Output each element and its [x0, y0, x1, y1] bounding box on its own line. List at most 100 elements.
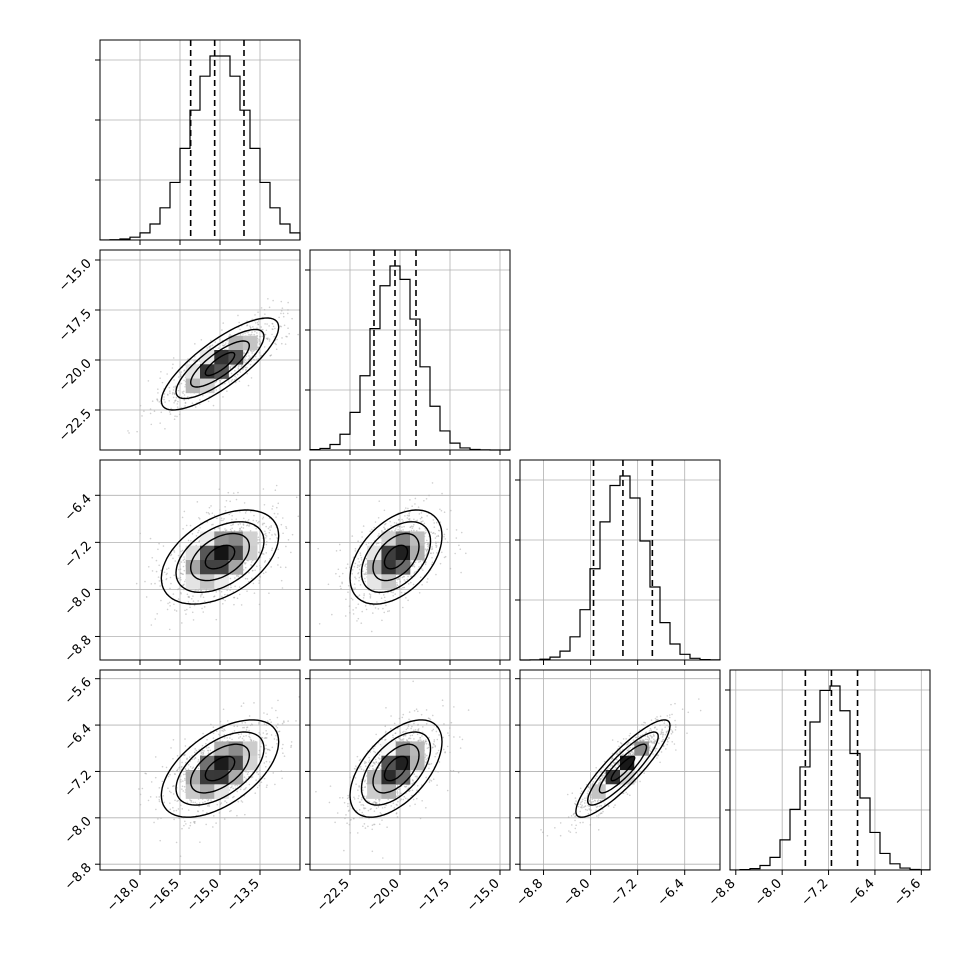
sample-point [168, 400, 171, 402]
density-cell [381, 770, 397, 785]
sample-point [360, 798, 363, 801]
sample-point [359, 584, 362, 586]
sample-point [229, 333, 231, 336]
sample-point [246, 372, 249, 375]
sample-point [246, 320, 248, 323]
x-tick-label: −6.4 [845, 876, 878, 909]
sample-point [218, 379, 221, 382]
sample-point [409, 499, 411, 501]
sample-point [200, 339, 203, 341]
sample-point [375, 542, 378, 545]
sample-point [398, 737, 401, 740]
sample-point [256, 321, 259, 324]
sample-point [412, 583, 415, 586]
sample-point [385, 730, 387, 733]
sample-point [357, 603, 360, 606]
sample-point [224, 593, 226, 596]
sample-point [392, 591, 394, 594]
sample-point [250, 564, 252, 566]
sample-point [403, 509, 406, 512]
sample-point [275, 725, 278, 728]
sample-point [172, 363, 174, 366]
sample-point [369, 765, 372, 767]
sample-point [425, 722, 428, 725]
sample-point [353, 817, 355, 820]
sample-point [425, 742, 428, 745]
sample-point [352, 609, 354, 611]
sample-point [410, 727, 412, 730]
sample-point [230, 809, 232, 812]
sample-point [243, 776, 246, 779]
sample-point [193, 821, 195, 823]
sample-point [173, 549, 175, 552]
panel-frame [309, 669, 511, 871]
sample-point [165, 577, 168, 580]
sample-point [384, 522, 387, 525]
sample-point [222, 322, 225, 324]
sample-point [222, 708, 225, 711]
sample-point [250, 377, 253, 379]
sample-point [369, 597, 372, 599]
sample-point [256, 565, 258, 568]
y-tick-label: −6.4 [62, 492, 95, 525]
sample-point [288, 332, 290, 335]
sample-point [227, 491, 230, 494]
sample-point [360, 804, 362, 806]
sample-point [396, 526, 398, 528]
sample-point [184, 754, 186, 756]
sample-point [402, 735, 405, 737]
sample-point [149, 412, 152, 415]
sample-point [175, 809, 178, 812]
sample-point [281, 307, 284, 309]
sample-point [439, 521, 442, 523]
x-tick-label: −15.0 [184, 876, 223, 915]
sample-point [158, 796, 161, 798]
sample-point [226, 589, 228, 591]
sample-point [249, 327, 252, 329]
sample-point [205, 589, 208, 591]
sample-point [184, 791, 187, 793]
sample-point [226, 737, 228, 739]
sample-point [435, 730, 438, 733]
sample-point [374, 763, 376, 765]
sample-point [263, 522, 266, 525]
sample-point [277, 699, 279, 702]
sample-point [199, 403, 201, 405]
hist-panel-1 [305, 249, 511, 451]
sample-point [439, 508, 441, 511]
sample-point [365, 761, 367, 764]
sample-point [435, 753, 437, 755]
sample-point [335, 572, 337, 575]
sample-point [268, 325, 270, 327]
sample-point [154, 618, 157, 620]
sample-point [436, 552, 438, 554]
sample-point [435, 546, 438, 549]
sample-point [245, 729, 248, 731]
sample-point [409, 737, 412, 740]
sample-point [139, 532, 141, 535]
sample-point [402, 798, 405, 801]
sample-point [380, 597, 383, 599]
sample-point [369, 595, 372, 598]
sample-point [429, 779, 431, 781]
histogram [99, 55, 301, 241]
sample-point [199, 841, 201, 843]
sample-point [172, 389, 175, 391]
sample-point [209, 749, 212, 752]
density-content [100, 250, 300, 450]
sample-point [172, 770, 174, 772]
sample-point [265, 724, 268, 726]
sample-point [444, 538, 447, 540]
sample-point [176, 406, 179, 408]
sample-point [251, 569, 254, 572]
sample-point [421, 569, 424, 571]
sample-point [406, 514, 409, 517]
sample-point [158, 798, 161, 801]
sample-point [430, 762, 433, 765]
sample-point [439, 562, 442, 565]
sample-point [357, 797, 359, 800]
sample-point [436, 752, 439, 754]
sample-point [359, 816, 361, 819]
sample-point [275, 348, 278, 351]
sample-point [346, 822, 348, 824]
